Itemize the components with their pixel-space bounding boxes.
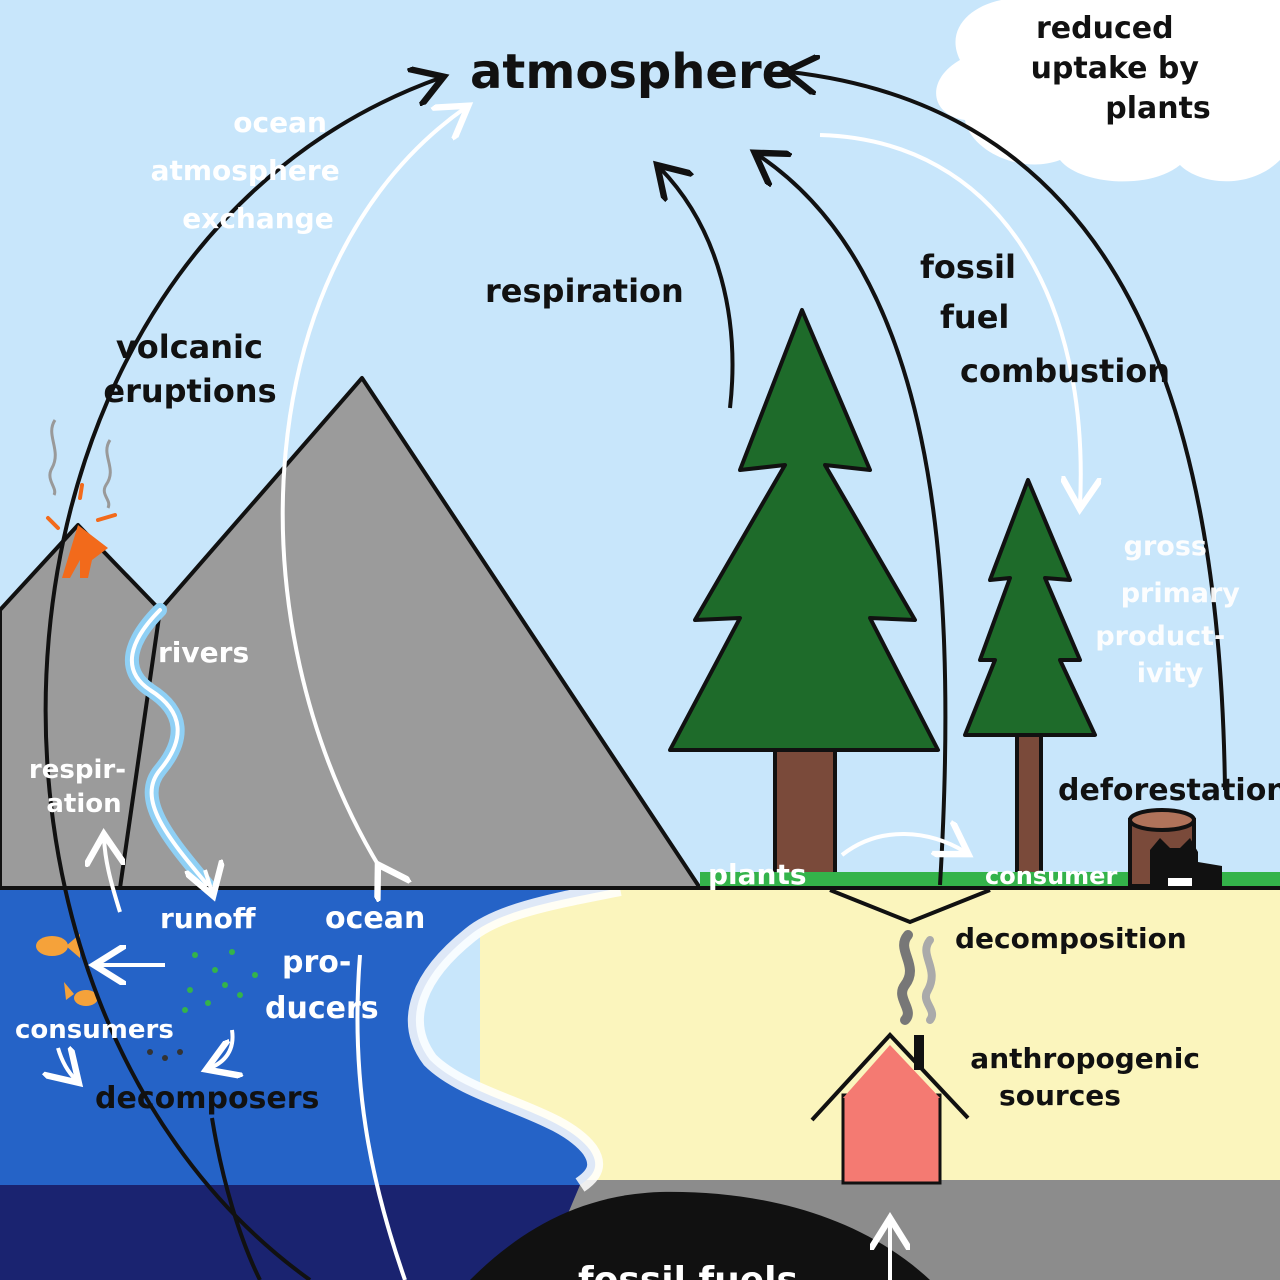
label-respiration-top: respiration: [485, 272, 684, 310]
label-plants: plants: [708, 858, 807, 891]
arrow-big-left: [43, 78, 440, 1280]
label-gross-primary-productivity: gross primary product- ivity: [1095, 531, 1249, 689]
arrow-decomposers-down: [210, 1117, 262, 1280]
label-runoff: runoff: [160, 902, 256, 935]
house-icon: [810, 1032, 970, 1185]
arrow-river-runoff: [205, 870, 212, 892]
cat-icon: [1150, 838, 1222, 890]
label-ocean-atmosphere-exchange: ocean atmosphere exchange: [151, 106, 350, 235]
arrow-respiration-left: [104, 838, 120, 913]
arrow-fossil: [758, 155, 948, 886]
label-ocean-producers: ocean pro- ducers: [265, 901, 436, 1026]
ocean-producers-dots: [182, 949, 258, 1013]
fossil-fuel-deposit: [470, 1191, 930, 1280]
arrow-plants-consumer: [840, 834, 965, 855]
arrow-respiration: [660, 168, 735, 409]
label-respiration-left: respir- ation: [29, 755, 135, 819]
label-rivers: rivers: [158, 636, 249, 669]
label-atmosphere: atmosphere: [470, 44, 794, 100]
smoke-icon: [897, 930, 936, 1025]
tree-icon: [963, 478, 1097, 890]
deep-ocean: [0, 1185, 580, 1280]
arrow-gpp: [819, 133, 1081, 505]
arrow-producers-down: [355, 954, 407, 1280]
label-consumers: consumers: [15, 1015, 174, 1045]
arrow-deforestation: [790, 72, 1227, 791]
arrow-to-decomposers: [210, 1029, 233, 1068]
label-anthropogenic-sources: anthropogenic sources: [970, 1042, 1209, 1112]
label-volcanic-eruptions: volcanic eruptions: [103, 328, 276, 410]
tree-icon: [668, 308, 940, 890]
label-deforestation: deforestation: [1058, 773, 1280, 808]
arrow-ocean-exchange: [280, 108, 465, 868]
label-decomposers: decomposers: [95, 1081, 319, 1116]
decomposer-dots: [147, 1049, 183, 1061]
surf: [407, 880, 622, 1192]
cloud-icon: [936, 0, 1280, 182]
volcano-icon: [46, 419, 117, 578]
arrow-consumers-down: [58, 1048, 76, 1080]
label-consumer: consumer: [985, 862, 1117, 890]
label-fossil-fuels: fossil fuels: [578, 1260, 798, 1280]
decomposition-lines: [829, 888, 991, 925]
label-fossil-fuel-combustion: fossil fuel combustion: [920, 248, 1170, 390]
label-decomposition: decomposition: [955, 922, 1187, 955]
label-reduced-uptake: reduced uptake by plants: [1031, 11, 1211, 126]
